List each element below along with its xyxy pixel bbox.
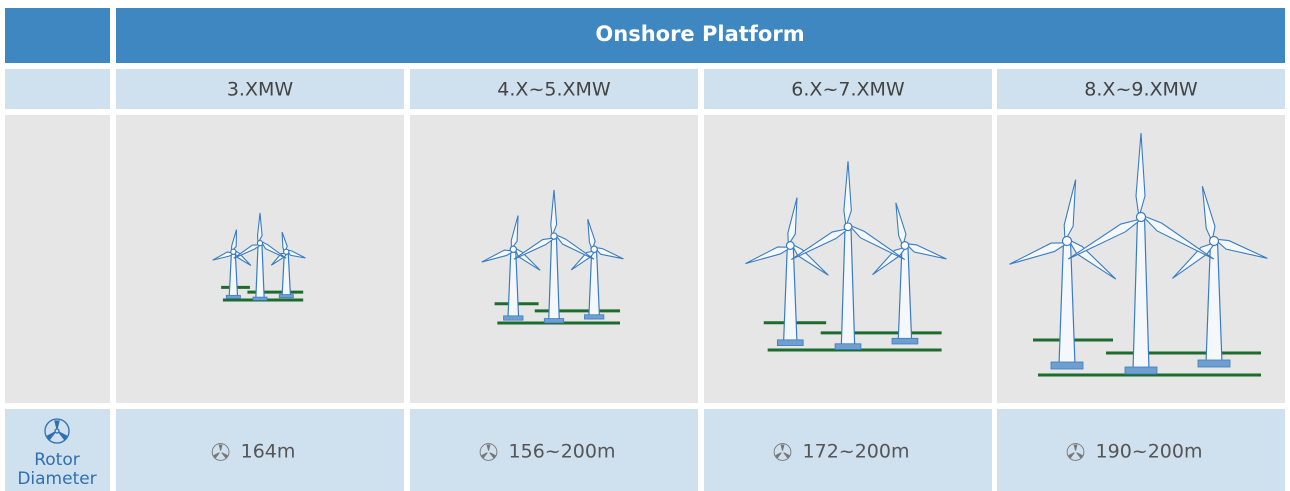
hub <box>901 242 909 250</box>
hub <box>1210 237 1219 246</box>
row-label: Diameter <box>17 469 96 489</box>
foundation <box>584 315 603 319</box>
power-label: 3.XMW <box>227 79 294 101</box>
foundation <box>777 340 803 346</box>
hub <box>231 249 236 254</box>
hub <box>1063 237 1072 246</box>
foundation <box>892 338 918 344</box>
foundation <box>226 295 240 298</box>
hub <box>1137 213 1146 222</box>
corner-cell <box>5 8 110 63</box>
rotor-diameter: 190~200m <box>1096 441 1203 463</box>
foundation <box>504 316 523 320</box>
foundation <box>835 344 861 350</box>
foundation <box>544 319 563 323</box>
foundation <box>1125 367 1157 374</box>
hub <box>844 223 852 231</box>
foundation <box>1198 360 1230 367</box>
hub <box>510 246 516 252</box>
header-title: Onshore Platform <box>595 22 804 46</box>
foundation <box>279 295 293 298</box>
row-label: Rotor <box>34 450 80 470</box>
hub <box>551 233 557 239</box>
rotor-diameter: 156~200m <box>509 441 616 463</box>
comparison-table: Onshore Platform Rotor Diameter 3.XMW 164… <box>0 0 1290 491</box>
power-label: 8.X~9.XMW <box>1084 79 1198 101</box>
foundation <box>1051 362 1083 369</box>
rotor-diameter: 172~200m <box>803 441 910 463</box>
foundation <box>253 297 267 300</box>
hub <box>786 242 794 250</box>
power-label: 4.X~5.XMW <box>497 79 611 101</box>
power-label: 6.X~7.XMW <box>791 79 905 101</box>
rotor-diameter: 164m <box>241 441 296 463</box>
label-cell <box>5 69 110 109</box>
label-cell <box>5 115 110 403</box>
hub <box>284 249 289 254</box>
hub <box>257 241 262 246</box>
hub <box>591 246 597 252</box>
